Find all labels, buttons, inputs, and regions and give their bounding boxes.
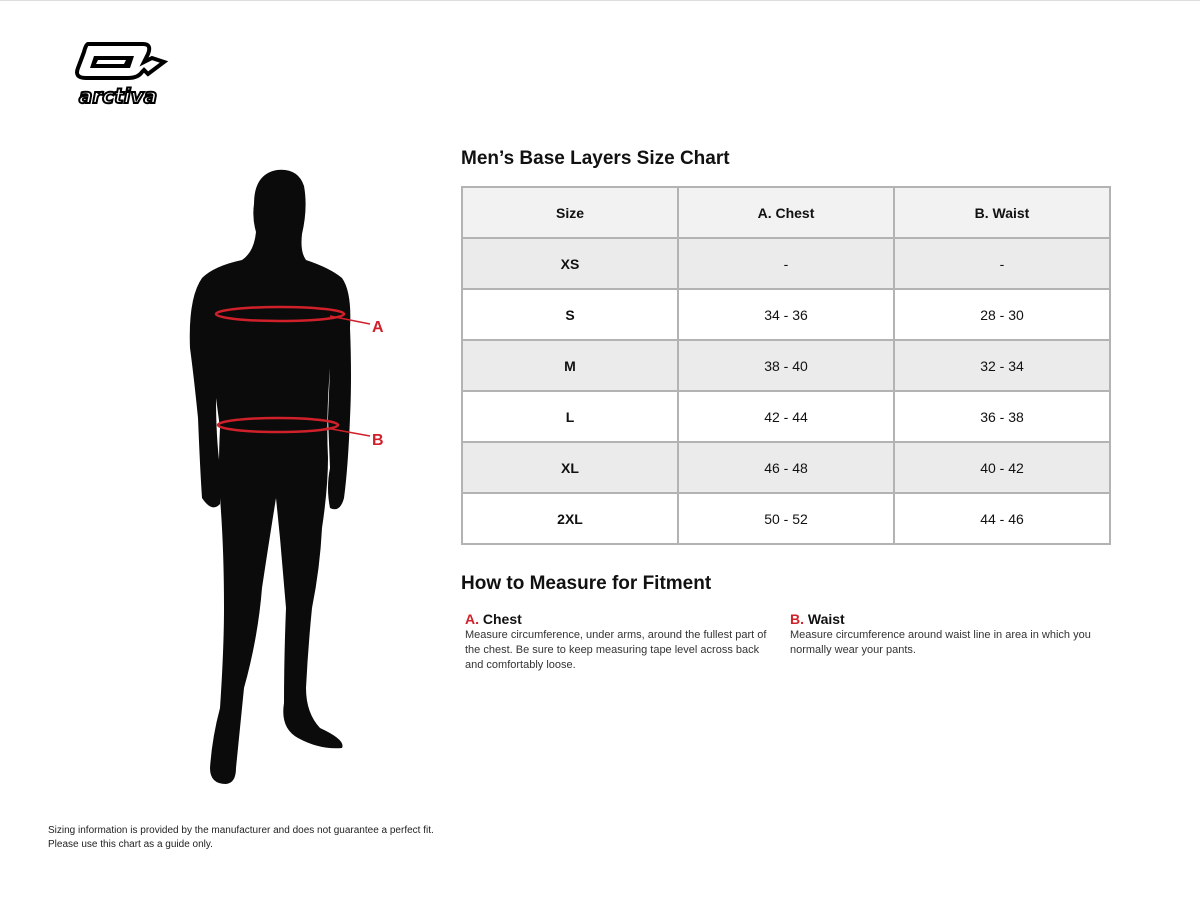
table-row: S 34 - 36 28 - 30 [461,288,1111,341]
waist-cell: 36 - 38 [893,390,1111,443]
table-header-row: Size A. Chest B. Waist [461,186,1111,239]
table-row: XS - - [461,237,1111,290]
size-chart-title: Men’s Base Layers Size Chart [461,148,730,169]
size-cell: XL [461,441,679,494]
waist-cell: 44 - 46 [893,492,1111,545]
chest-cell: 46 - 48 [677,441,895,494]
chest-cell: 50 - 52 [677,492,895,545]
size-cell: XS [461,237,679,290]
waist-cell: 40 - 42 [893,441,1111,494]
waist-text: Measure circumference around waist line … [790,629,1091,656]
chest-cell: - [677,237,895,290]
size-cell: M [461,339,679,392]
header-waist: B. Waist [893,186,1111,239]
chest-instructions: A. Chest Measure circumference, under ar… [465,612,775,673]
waist-label: Waist [807,611,845,627]
disclaimer: Sizing information is provided by the ma… [48,824,434,852]
table-row: XL 46 - 48 40 - 42 [461,441,1111,494]
size-cell: L [461,390,679,443]
size-cell: S [461,288,679,341]
top-divider [0,0,1200,1]
waist-cell: 28 - 30 [893,288,1111,341]
header-size: Size [461,186,679,239]
chest-cell: 34 - 36 [677,288,895,341]
size-chart-table: Size A. Chest B. Waist XS - - S 34 - 36 28 -… [461,186,1111,545]
size-cell: 2XL [461,492,679,545]
table-row: 2XL 50 - 52 44 - 46 [461,492,1111,545]
chest-cell: 38 - 40 [677,339,895,392]
header-chest: A. Chest [677,186,895,239]
chest-label: Chest [482,611,522,627]
table-row: M 38 - 40 32 - 34 [461,339,1111,392]
svg-text:arctiva: arctiva [79,84,157,108]
chest-text: Measure circumference, under arms, aroun… [465,629,767,671]
measure-title: How to Measure for Fitment [461,573,712,594]
chest-letter: A. [465,611,479,627]
marker-a-label: A [372,319,384,336]
waist-letter: B. [790,611,804,627]
waist-cell: 32 - 34 [893,339,1111,392]
arctiva-logo: arctiva [75,42,169,109]
waist-instructions: B. Waist Measure circumference around wa… [790,612,1100,658]
marker-b-label: B [372,432,384,449]
chest-cell: 42 - 44 [677,390,895,443]
disclaimer-line: Sizing information is provided by the ma… [48,825,434,836]
waist-cell: - [893,237,1111,290]
table-row: L 42 - 44 36 - 38 [461,390,1111,443]
disclaimer-line: Please use this chart as a guide only. [48,839,213,850]
body-silhouette: A B [189,169,384,785]
